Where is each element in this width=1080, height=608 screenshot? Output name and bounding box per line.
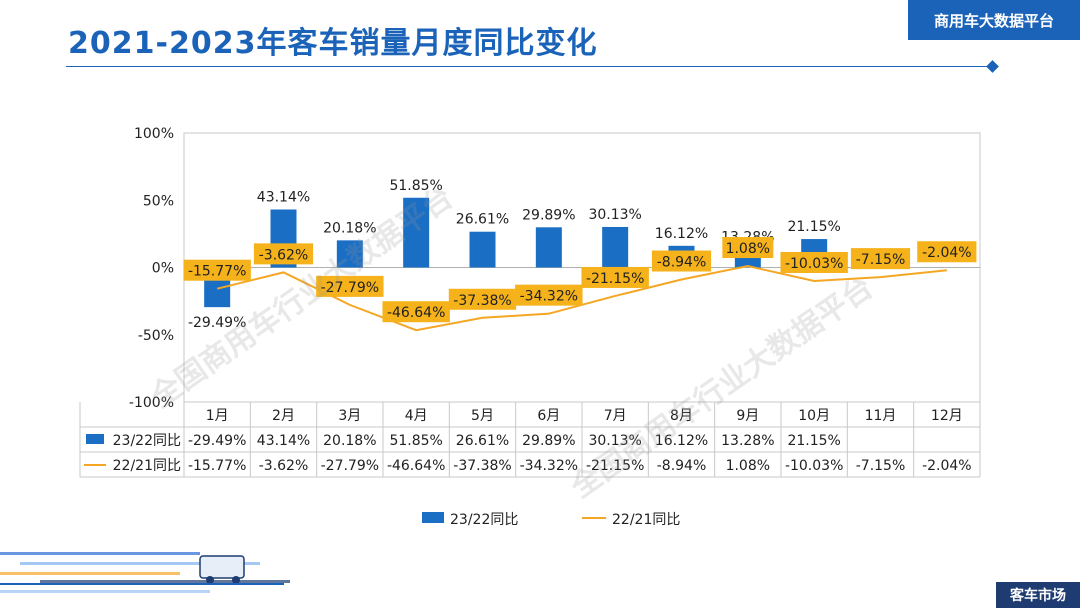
table-cell: 13.28% xyxy=(721,433,774,449)
bar-data-label: 51.85% xyxy=(389,178,442,194)
line-label-box xyxy=(651,250,712,272)
table-cell: 26.61% xyxy=(456,433,509,449)
line-label-box xyxy=(382,301,450,323)
x-tick-label: 7月 xyxy=(604,408,627,424)
y-tick-label: -100% xyxy=(129,395,174,411)
line-label-box xyxy=(515,284,583,306)
line-data-label: -2.04% xyxy=(922,245,972,261)
legend-swatch-bar xyxy=(422,512,444,523)
line-label-box xyxy=(850,248,911,270)
truck-icon xyxy=(199,555,245,579)
bar-data-label: 20.18% xyxy=(323,220,376,236)
title-divider xyxy=(66,66,994,67)
table-cell: -10.03% xyxy=(785,458,843,474)
line-data-label: -37.38% xyxy=(453,293,511,309)
bar-data-label: 29.89% xyxy=(522,207,575,223)
x-tick-label: 10月 xyxy=(798,408,830,424)
bar xyxy=(535,227,562,268)
section-tag: 客车市场 xyxy=(996,582,1080,608)
bar-data-label: 30.13% xyxy=(588,207,641,223)
truck-wheel-icon xyxy=(232,576,240,584)
y-tick-label: 100% xyxy=(134,126,174,142)
table-cell: 30.13% xyxy=(588,433,641,449)
bar-data-label: 16.12% xyxy=(655,226,708,242)
table-cell: -34.32% xyxy=(520,458,578,474)
table-cell: 29.89% xyxy=(522,433,575,449)
x-tick-label: 5月 xyxy=(471,408,494,424)
line-data-label: -7.15% xyxy=(856,252,906,268)
table-cell: 43.14% xyxy=(257,433,310,449)
decor-streak xyxy=(0,572,180,575)
decor-streak xyxy=(40,580,290,583)
table-legend-swatch-bar xyxy=(86,434,104,444)
line-label-box xyxy=(448,288,517,310)
table-cell: -7.15% xyxy=(856,458,906,474)
line-label-box xyxy=(780,251,848,273)
line-data-label: -34.32% xyxy=(520,289,578,305)
legend-label: 22/21同比 xyxy=(612,512,680,528)
y-tick-label: -50% xyxy=(138,328,174,344)
table-cell: -15.77% xyxy=(188,458,246,474)
x-tick-label: 1月 xyxy=(206,408,229,424)
page-title: 2021-2023年客车销量月度同比变化 xyxy=(68,26,598,61)
bar-data-label: -29.49% xyxy=(188,315,246,331)
y-tick-label: 0% xyxy=(152,261,174,277)
decor-streak xyxy=(0,552,200,555)
table-cell: -2.04% xyxy=(922,458,972,474)
x-tick-label: 12月 xyxy=(931,408,963,424)
bar-data-label: 26.61% xyxy=(456,212,509,228)
table-cell: -8.94% xyxy=(657,458,707,474)
table-cell: -29.49% xyxy=(188,433,246,449)
table-cell: -27.79% xyxy=(321,458,379,474)
bar-data-label: 43.14% xyxy=(257,189,310,205)
line-label-box xyxy=(253,243,314,265)
line-data-label: -10.03% xyxy=(785,256,843,272)
x-tick-label: 8月 xyxy=(670,408,693,424)
x-tick-label: 9月 xyxy=(736,408,759,424)
x-tick-label: 11月 xyxy=(865,408,897,424)
line-label-box xyxy=(917,241,977,263)
table-row-header: 23/22同比 xyxy=(113,433,181,449)
decor-streak xyxy=(20,562,260,565)
table-cell: -46.64% xyxy=(387,458,445,474)
brand-badge: 商用车大数据平台 xyxy=(908,0,1080,40)
line-data-label: 1.08% xyxy=(726,241,770,257)
line-data-label: -27.79% xyxy=(321,280,379,296)
x-tick-label: 2月 xyxy=(272,408,295,424)
line-data-label: -8.94% xyxy=(657,255,707,271)
x-tick-label: 4月 xyxy=(405,408,428,424)
table-cell: -21.15% xyxy=(586,458,644,474)
table-row-header: 22/21同比 xyxy=(113,458,181,474)
line-label-box xyxy=(581,266,649,288)
truck-wheel-icon xyxy=(206,576,214,584)
bar xyxy=(469,231,496,268)
legend-label: 23/22同比 xyxy=(450,512,518,528)
decor-streak xyxy=(0,590,210,593)
x-tick-label: 6月 xyxy=(537,408,560,424)
table-cell: 51.85% xyxy=(389,433,442,449)
line-data-label: -21.15% xyxy=(586,271,644,287)
table-cell: -37.38% xyxy=(453,458,511,474)
y-tick-label: 50% xyxy=(143,193,174,209)
table-cell: 21.15% xyxy=(787,433,840,449)
bar xyxy=(602,226,629,268)
bar-data-label: 21.15% xyxy=(787,219,840,235)
line-data-label: -3.62% xyxy=(259,247,309,263)
bar xyxy=(403,197,430,268)
table-cell: 20.18% xyxy=(323,433,376,449)
line-label-box xyxy=(722,237,774,259)
table-cell: 16.12% xyxy=(655,433,708,449)
line-data-label: -46.64% xyxy=(387,305,445,321)
bar xyxy=(336,240,363,268)
x-tick-label: 3月 xyxy=(338,408,361,424)
line-data-label: -15.77% xyxy=(188,264,246,280)
table-cell: 1.08% xyxy=(726,458,770,474)
line-label-box xyxy=(183,259,251,281)
table-cell: -3.62% xyxy=(259,458,309,474)
line-label-box xyxy=(316,275,384,297)
